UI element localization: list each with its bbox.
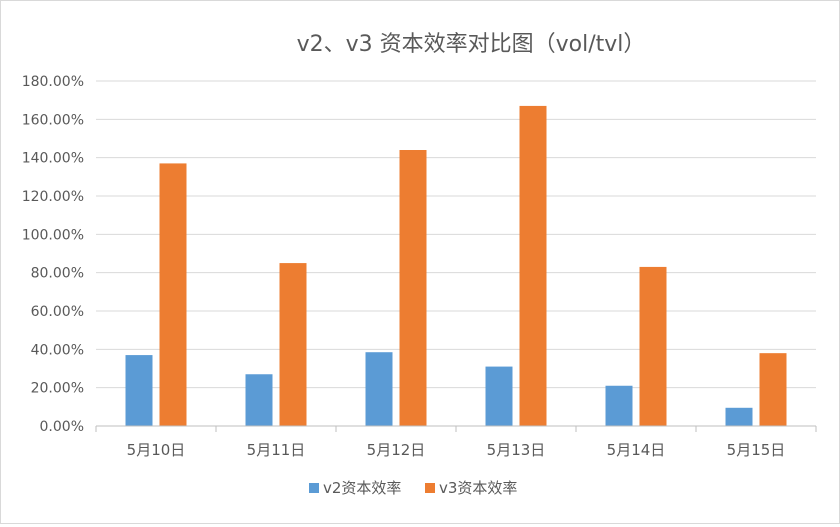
x-tick-label: 5月11日 [247,441,306,459]
legend-swatch [309,483,319,493]
y-tick-label: 140.00% [22,151,84,167]
y-tick-label: 0.00% [40,419,84,435]
y-tick-label: 40.00% [31,342,84,358]
legend: v2资本效率 v3资本效率 [309,479,517,497]
x-tick-label: 5月10日 [127,441,186,459]
y-tick-label: 160.00% [22,112,84,128]
x-tick-label: 5月12日 [367,441,426,459]
bar-v2 [245,374,273,426]
bar-v3 [639,266,667,426]
x-axis: 5月10日 5月11日 5月12日 5月13日 5月14日 5月15日 [95,425,817,459]
bar-v2 [125,355,153,426]
y-tick-label: 180.00% [22,74,84,90]
y-tick-label: 120.00% [22,189,84,205]
y-tick-label: 80.00% [31,266,84,282]
bar-v2 [485,366,513,426]
bar-v3 [159,163,187,426]
legend-swatch [425,483,435,493]
bar-v3 [759,353,787,426]
bar-v2 [365,352,393,426]
legend-label: v3资本效率 [439,479,517,497]
y-tick-label: 100.00% [22,227,84,243]
y-tick-label: 60.00% [31,304,84,320]
y-tick-label: 20.00% [31,381,84,397]
gridlines [96,80,816,389]
legend-label: v2资本效率 [323,479,401,497]
bars [125,105,787,427]
chart-title: v2、v3 资本效率对比图（vol/tvl） [297,32,646,57]
x-tick-label: 5月14日 [607,441,666,459]
bar-v3 [399,150,427,426]
bar-v2 [605,385,633,426]
x-tick-label: 5月15日 [727,441,786,459]
bar-v3 [519,105,547,427]
bar-v2 [725,407,753,426]
x-tick-label: 5月13日 [487,441,546,459]
y-axis-tick-labels: 0.00% 20.00% 40.00% 60.00% 80.00% 100.00% 120.… [22,74,84,435]
bar-v3 [279,263,307,426]
